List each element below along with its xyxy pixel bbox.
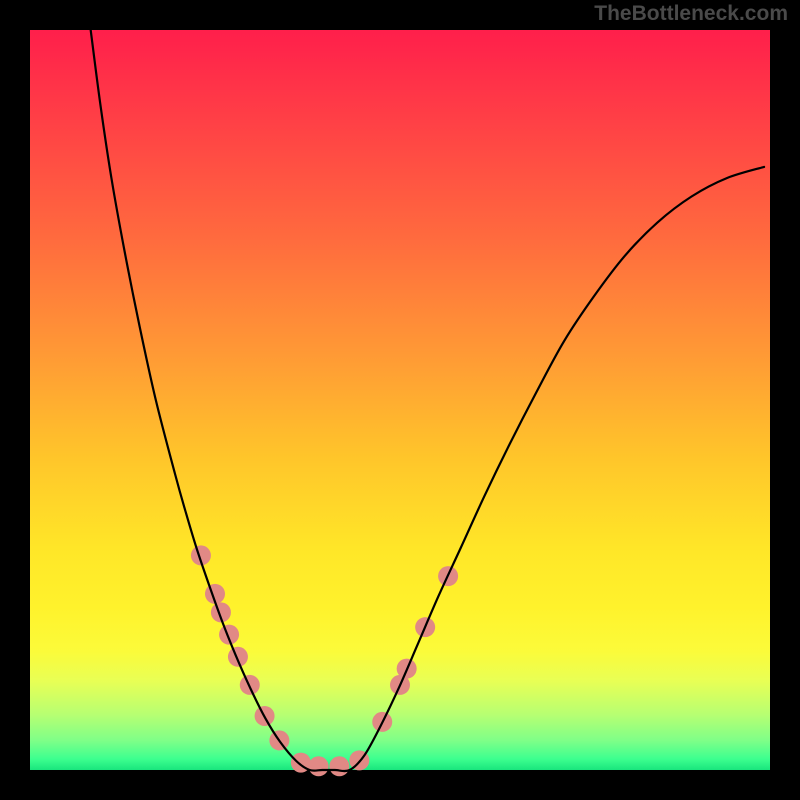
curve-marker — [309, 756, 329, 776]
marker-layer — [191, 545, 458, 776]
curve-marker — [228, 647, 248, 667]
chart-frame: TheBottleneck.com — [0, 0, 800, 800]
bottleneck-curve — [91, 30, 764, 771]
watermark-text: TheBottleneck.com — [594, 2, 788, 26]
curve-marker — [329, 756, 349, 776]
chart-svg — [30, 30, 770, 770]
